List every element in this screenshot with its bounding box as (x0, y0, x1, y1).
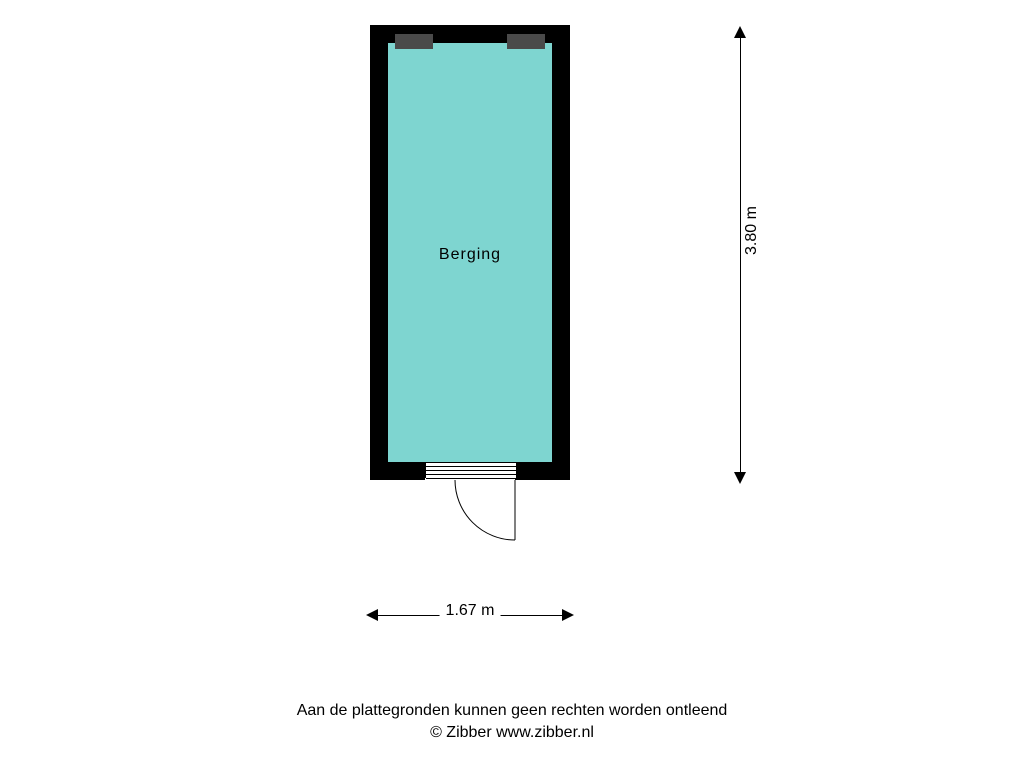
dim-horizontal-arrow-right (562, 609, 574, 621)
floorplan-canvas: Berging 3.80 m 1.67 m Aan de plattegrond… (0, 0, 1024, 768)
dim-horizontal-label: 1.67 m (440, 602, 501, 620)
dim-vertical-line (740, 36, 741, 474)
dim-vertical-label: 3.80 m (743, 206, 761, 255)
window-left (395, 34, 433, 49)
footer: Aan de plattegronden kunnen geen rechten… (0, 700, 1024, 745)
footer-line2: © Zibber www.zibber.nl (430, 724, 594, 741)
footer-line1: Aan de plattegronden kunnen geen rechten… (297, 702, 728, 719)
window-right (507, 34, 545, 49)
door-threshold (425, 462, 517, 478)
dim-vertical-arrow-top (734, 26, 746, 38)
dim-vertical-arrow-bottom (734, 472, 746, 484)
room-label: Berging (439, 246, 501, 264)
dim-horizontal-arrow-left (366, 609, 378, 621)
